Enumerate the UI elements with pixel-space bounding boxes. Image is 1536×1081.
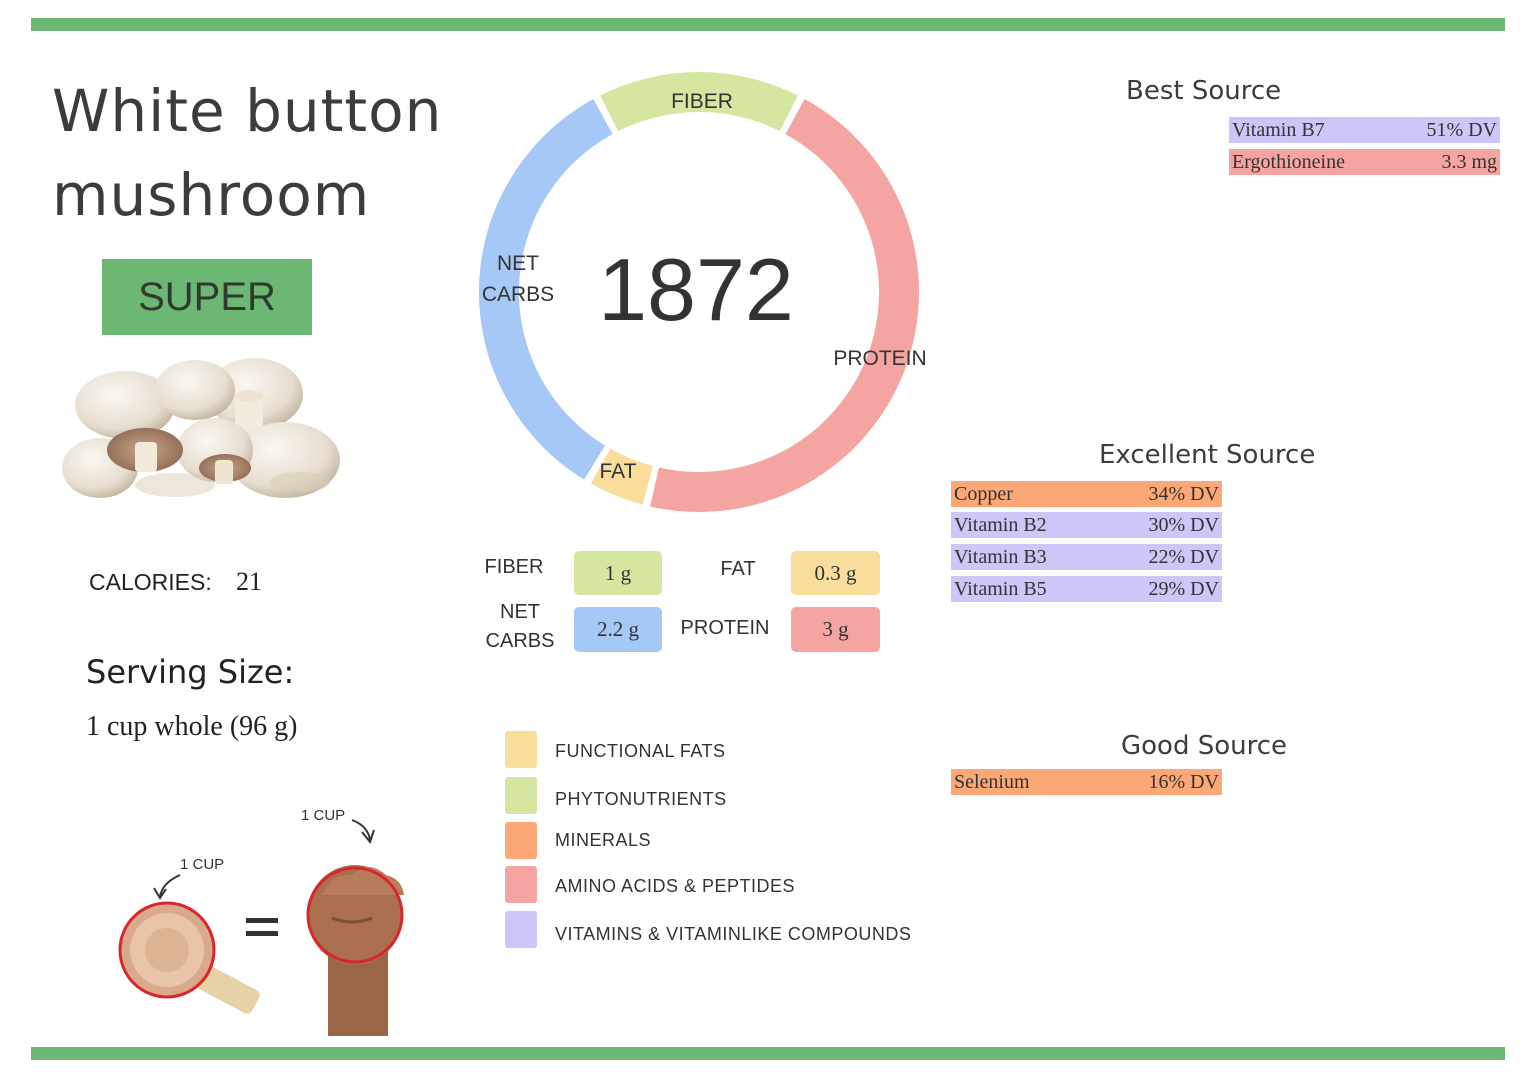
nutrient-value: 3.3 mg bbox=[1441, 150, 1497, 173]
donut-label-net: NET bbox=[497, 252, 539, 275]
nutrient-row: Selenium 16% DV bbox=[951, 769, 1222, 795]
serving-size-heading: Serving Size: bbox=[86, 653, 295, 691]
donut-segment-fat bbox=[590, 448, 653, 505]
legend-label-amino: AMINO ACIDS & PEPTIDES bbox=[555, 876, 796, 896]
excellent-source-title: Excellent Source bbox=[1099, 440, 1316, 470]
nutrient-value: 22% DV bbox=[1148, 545, 1219, 568]
legend-label-fats: FUNCTIONAL FATS bbox=[555, 741, 726, 761]
donut-center-value: 1872 bbox=[598, 240, 794, 339]
nutrient-value: 30% DV bbox=[1148, 513, 1219, 536]
nutrient-row: Vitamin B3 22% DV bbox=[951, 544, 1222, 570]
legend-swatch-vitamins bbox=[505, 911, 537, 948]
donut-segment-fiber bbox=[600, 71, 798, 132]
nutrient-value: 29% DV bbox=[1148, 577, 1219, 600]
legend-label-phyto: PHYTONUTRIENTS bbox=[555, 789, 727, 809]
cup-label-2: 1 CUP bbox=[301, 807, 346, 824]
macro-fiber-label: FIBER bbox=[484, 556, 544, 578]
nutrient-name: Vitamin B7 bbox=[1232, 118, 1325, 141]
donut-label-carbs: CARBS bbox=[482, 283, 554, 306]
legend-swatch-fats bbox=[505, 731, 537, 768]
nutrient-name: Vitamin B5 bbox=[954, 577, 1047, 600]
macro-carbs-label: CARBS bbox=[485, 630, 555, 652]
serving-size-value: 1 cup whole (96 g) bbox=[86, 711, 298, 742]
bottom-accent-bar bbox=[31, 1047, 1505, 1060]
measuring-cup-icon bbox=[118, 901, 260, 1014]
nutrient-value: 51% DV bbox=[1426, 118, 1497, 141]
nutrient-row: Vitamin B2 30% DV bbox=[951, 512, 1222, 538]
food-title-line-2: mushroom bbox=[52, 161, 371, 229]
super-badge: SUPER bbox=[102, 259, 312, 335]
nutrient-value: 16% DV bbox=[1148, 770, 1219, 793]
nutrient-name: Selenium bbox=[954, 770, 1030, 793]
calories-label: CALORIES: bbox=[89, 569, 212, 595]
nutrient-row: Vitamin B7 51% DV bbox=[1229, 117, 1500, 143]
donut-label-fat: FAT bbox=[600, 460, 637, 483]
nutrient-name: Vitamin B2 bbox=[954, 513, 1047, 536]
equals-sign bbox=[246, 918, 278, 923]
nutrient-row: Vitamin B5 29% DV bbox=[951, 576, 1222, 602]
cup-label-1: 1 CUP bbox=[180, 856, 225, 873]
legend-swatch-minerals bbox=[505, 822, 537, 859]
nutrient-value: 34% DV bbox=[1148, 482, 1219, 505]
donut-label-fiber: FIBER bbox=[671, 90, 733, 113]
macro-fat-value: 0.3 g bbox=[791, 551, 880, 595]
nutrient-name: Vitamin B3 bbox=[954, 545, 1047, 568]
macro-fat-label: FAT bbox=[720, 558, 756, 580]
nutrient-name: Copper bbox=[954, 482, 1013, 505]
nutrient-row: Copper 34% DV bbox=[951, 481, 1222, 507]
fist-icon bbox=[306, 865, 404, 1036]
nutrient-row: Ergothioneine 3.3 mg bbox=[1229, 149, 1500, 175]
donut-segment-net-carbs bbox=[478, 99, 613, 480]
mushroom-image bbox=[62, 358, 340, 498]
good-source-title: Good Source bbox=[1121, 731, 1288, 761]
legend-swatch-phyto bbox=[505, 777, 537, 814]
calories-value: 21 bbox=[236, 567, 262, 596]
macro-donut-chart: 1872 FIBER PROTEIN FAT NET CARBS bbox=[478, 71, 927, 513]
cup-equals-fist-illustration bbox=[118, 819, 404, 1036]
legend-label-vitamins: VITAMINS & VITAMINLIKE COMPOUNDS bbox=[555, 924, 912, 944]
legend-swatch-amino bbox=[505, 866, 537, 903]
macro-net-label: NET bbox=[500, 601, 540, 623]
top-accent-bar bbox=[31, 18, 1505, 31]
legend-label-minerals: MINERALS bbox=[555, 830, 652, 850]
macro-protein-label: PROTEIN bbox=[680, 617, 770, 639]
best-source-title: Best Source bbox=[1126, 76, 1282, 106]
macro-protein-value: 3 g bbox=[791, 607, 880, 652]
macro-net-carbs-value: 2.2 g bbox=[574, 607, 662, 652]
food-title-line-1: White button bbox=[52, 77, 443, 145]
macro-fiber-value: 1 g bbox=[574, 551, 662, 595]
donut-segment-protein bbox=[650, 99, 919, 513]
nutrient-name: Ergothioneine bbox=[1232, 150, 1345, 173]
donut-label-protein: PROTEIN bbox=[833, 347, 926, 370]
